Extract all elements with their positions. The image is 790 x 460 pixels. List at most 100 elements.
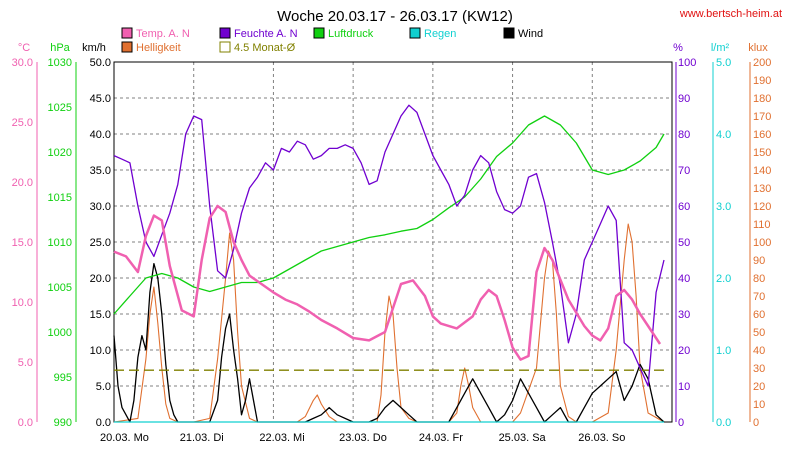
legend-label-humidity: Feuchte A. N <box>234 28 298 40</box>
axis-tick-brightness: 120 <box>753 201 771 213</box>
axis-tick-pressure: 1015 <box>48 192 72 204</box>
legend-label-brightness: Helligkeit <box>136 42 181 54</box>
axis-tick-humidity: 80 <box>678 129 690 141</box>
legend-label-temp: Temp. A. N <box>136 28 190 40</box>
legend-swatch-rain <box>409 27 421 39</box>
legend-swatch-avg <box>219 41 231 53</box>
axis-tick-pressure: 1010 <box>48 237 72 249</box>
axis-tick-temp: 5.0 <box>18 357 33 369</box>
grid <box>114 62 672 422</box>
axis-tick-humidity: 20 <box>678 345 690 357</box>
axis-tick-humidity: 50 <box>678 237 690 249</box>
series-layer <box>113 104 665 423</box>
axis-unit-humidity: % <box>673 42 683 54</box>
axis-tick-humidity: 60 <box>678 201 690 213</box>
x-tick-label: 26.03. So <box>578 432 625 444</box>
axis-tick-brightness: 130 <box>753 183 771 195</box>
axis-tick-wind: 5.0 <box>96 381 111 393</box>
axis-tick-brightness: 50 <box>753 327 765 339</box>
axis-tick-brightness: 180 <box>753 93 771 105</box>
x-tick-label: 23.03. Do <box>339 432 387 444</box>
axis-unit-labels: °C hPa km/h% l/m² klux <box>18 42 768 54</box>
axis-tick-brightness: 90 <box>753 255 765 267</box>
axis-tick-wind: 15.0 <box>90 309 111 321</box>
axis-tick-brightness: 20 <box>753 381 765 393</box>
axis-tick-rain: 0.0 <box>716 417 731 429</box>
axis-tick-pressure: 990 <box>54 417 72 429</box>
series-line-wind <box>113 262 665 423</box>
axis-tick-brightness: 80 <box>753 273 765 285</box>
axis-tick-wind: 30.0 <box>90 201 111 213</box>
axis-tick-humidity: 100 <box>678 57 696 69</box>
axis-tick-wind: 35.0 <box>90 165 111 177</box>
axis-tick-brightness: 160 <box>753 129 771 141</box>
x-tick-label: 24.03. Fr <box>419 432 463 444</box>
series-line-brightness <box>113 223 665 423</box>
axis-tick-temp: 25.0 <box>12 117 33 129</box>
legend-swatch-temp <box>121 27 133 39</box>
legend-swatch-humidity <box>219 27 231 39</box>
axis-tick-temp: 20.0 <box>12 177 33 189</box>
x-tick-label: 22.03. Mi <box>259 432 304 444</box>
axis-tick-brightness: 10 <box>753 399 765 411</box>
axis-tick-wind: 45.0 <box>90 93 111 105</box>
axis-tick-brightness: 60 <box>753 309 765 321</box>
axis-tick-brightness: 200 <box>753 57 771 69</box>
axis-tick-brightness: 110 <box>753 219 771 231</box>
axis-tick-wind: 10.0 <box>90 345 111 357</box>
axis-tick-humidity: 90 <box>678 93 690 105</box>
axis-tick-wind: 25.0 <box>90 237 111 249</box>
axis-tick-pressure: 1000 <box>48 327 72 339</box>
axis-tick-pressure: 1005 <box>48 282 72 294</box>
axis-tick-wind: 0.0 <box>96 417 111 429</box>
axis-tick-pressure: 995 <box>54 372 72 384</box>
axis-tick-pressure: 1020 <box>48 147 72 159</box>
axes: 0.05.010.015.020.025.030.099099510001005… <box>12 57 772 429</box>
x-tick-labels: 20.03. Mo 21.03. Di 22.03. Mi 23.03. Do 24.0… <box>100 432 625 444</box>
legend-swatch-wind <box>503 27 515 39</box>
axis-unit-wind: km/h <box>82 42 106 54</box>
axis-tick-brightness: 190 <box>753 75 771 87</box>
axis-tick-brightness: 100 <box>753 237 771 249</box>
axis-tick-humidity: 70 <box>678 165 690 177</box>
axis-tick-humidity: 30 <box>678 309 690 321</box>
legend-swatch-brightness <box>121 41 133 53</box>
series-line-temp <box>113 204 662 361</box>
axis-tick-humidity: 10 <box>678 381 690 393</box>
axis-tick-rain: 5.0 <box>716 57 731 69</box>
axis-unit-temp: °C <box>18 42 30 54</box>
axis-tick-brightness: 40 <box>753 345 765 357</box>
axis-unit-brightness: klux <box>748 42 768 54</box>
axis-tick-rain: 2.0 <box>716 273 731 285</box>
axis-tick-humidity: 0 <box>678 417 684 429</box>
axis-tick-wind: 20.0 <box>90 273 111 285</box>
axis-tick-pressure: 1025 <box>48 102 72 114</box>
axis-tick-temp: 0.0 <box>18 417 33 429</box>
axis-tick-temp: 15.0 <box>12 237 33 249</box>
legend-label-wind: Wind <box>518 28 543 40</box>
axis-tick-pressure: 1030 <box>48 57 72 69</box>
source-link[interactable]: www.bertsch-heim.at <box>679 8 782 20</box>
axis-tick-brightness: 150 <box>753 147 771 159</box>
legend-label-rain: Regen <box>424 28 456 40</box>
axis-tick-brightness: 0 <box>753 417 759 429</box>
series-line-pressure <box>113 115 665 315</box>
series-line-humidity <box>113 104 665 387</box>
axis-tick-brightness: 170 <box>753 111 771 123</box>
axis-tick-temp: 30.0 <box>12 57 33 69</box>
axis-tick-brightness: 70 <box>753 291 765 303</box>
chart-title: Woche 20.03.17 - 26.03.17 (KW12) <box>277 8 513 25</box>
axis-tick-humidity: 40 <box>678 273 690 285</box>
legend-swatch-pressure <box>313 27 325 39</box>
axis-unit-rain: l/m² <box>711 42 730 54</box>
legend-label-pressure: Luftdruck <box>328 28 374 40</box>
axis-tick-brightness: 30 <box>753 363 765 375</box>
legend: Temp. A. N Feuchte A. N Luftdruck Regen Wind… <box>121 27 543 54</box>
axis-tick-brightness: 140 <box>753 165 771 177</box>
axis-tick-wind: 50.0 <box>90 57 111 69</box>
x-tick-label: 21.03. Di <box>180 432 224 444</box>
x-tick-label: 25.03. Sa <box>499 432 547 444</box>
x-tick-label: 20.03. Mo <box>100 432 149 444</box>
axis-tick-temp: 10.0 <box>12 297 33 309</box>
